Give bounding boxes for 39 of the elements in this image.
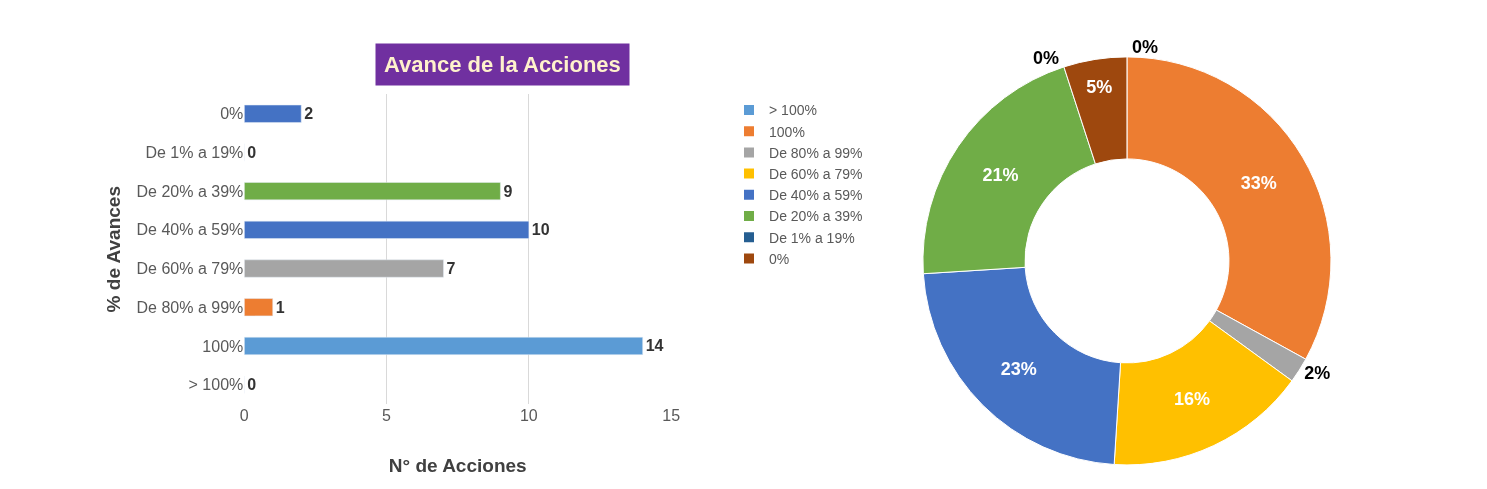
legend-label: > 100% [769,102,817,119]
data-label: 23% [1000,359,1037,380]
y-tick-label: De 60% a 79% [136,260,244,278]
x-tick-label: 15 [662,406,681,424]
data-label: 5% [1086,76,1113,97]
data-label: 2 [304,105,314,123]
y-tick-label: > 100% [188,376,244,394]
legend-label: De 80% a 99% [769,144,863,161]
data-label: 14 [645,337,664,355]
text: 0% [1032,47,1059,68]
y-tick-label: 0% [220,105,244,123]
data-label: 16% [1174,389,1211,410]
x-tick-label: 5 [382,406,392,424]
chart-title: Avance de la Acciones [384,52,621,77]
data-label: 2% [1304,363,1331,384]
data-label: 21% [982,164,1019,185]
legend-label: De 40% a 59% [769,187,863,204]
legend-label: De 60% a 79% [769,166,863,183]
data-label: 33% [1240,173,1277,194]
y-tick-label: De 40% a 59% [136,221,244,239]
y-tick-label: De 80% a 99% [136,298,244,316]
y-axis-title: % de Avances [103,185,125,313]
x-axis-title: N° de Acciones [388,454,527,476]
data-label: 0 [247,376,257,394]
y-tick-label: 100% [202,337,244,355]
data-label: 9 [503,182,513,200]
data-label: 10 [531,221,550,239]
y-tick-label: De 20% a 39% [136,182,244,200]
data-label: 7 [446,260,456,278]
legend-label: 100% [769,123,805,140]
x-tick-label: 0 [239,406,249,424]
legend-label: 0% [769,250,790,267]
legend-label: De 20% a 39% [769,208,863,225]
x-tick-label: 10 [519,406,538,424]
y-tick-label: De 1% a 19% [145,144,244,162]
data-label: 0 [247,143,257,161]
data-label: 1 [275,298,285,316]
text: 0% [1131,36,1158,57]
legend-label: De 1% a 19% [769,229,855,246]
